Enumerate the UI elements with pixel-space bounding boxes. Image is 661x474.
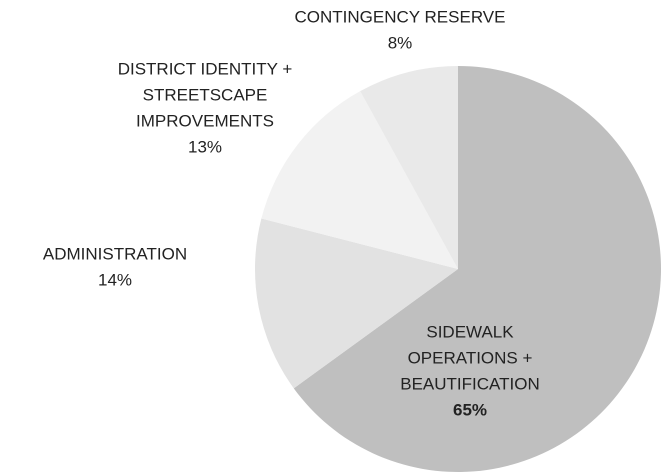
slice-value-label: 65% [453,400,487,419]
slice-value-label: 14% [98,270,132,289]
slice-label: SIDEWALK [426,322,514,341]
pie-slice [293,66,661,472]
slice-label: ADMINISTRATION [43,244,187,263]
slice-label: CONTINGENCY RESERVE [295,7,506,26]
pie-slice [360,66,458,269]
slice-label: STREETSCAPE [143,85,268,104]
pie-slice [261,91,458,269]
pie-slice [255,218,458,389]
slice-value-label: 8% [388,33,413,52]
slice-label: BEAUTIFICATION [400,374,539,393]
slice-label: IMPROVEMENTS [136,111,274,130]
slice-label: DISTRICT IDENTITY + [118,59,293,78]
slice-value-label: 13% [188,137,222,156]
slice-label: OPERATIONS + [408,348,533,367]
